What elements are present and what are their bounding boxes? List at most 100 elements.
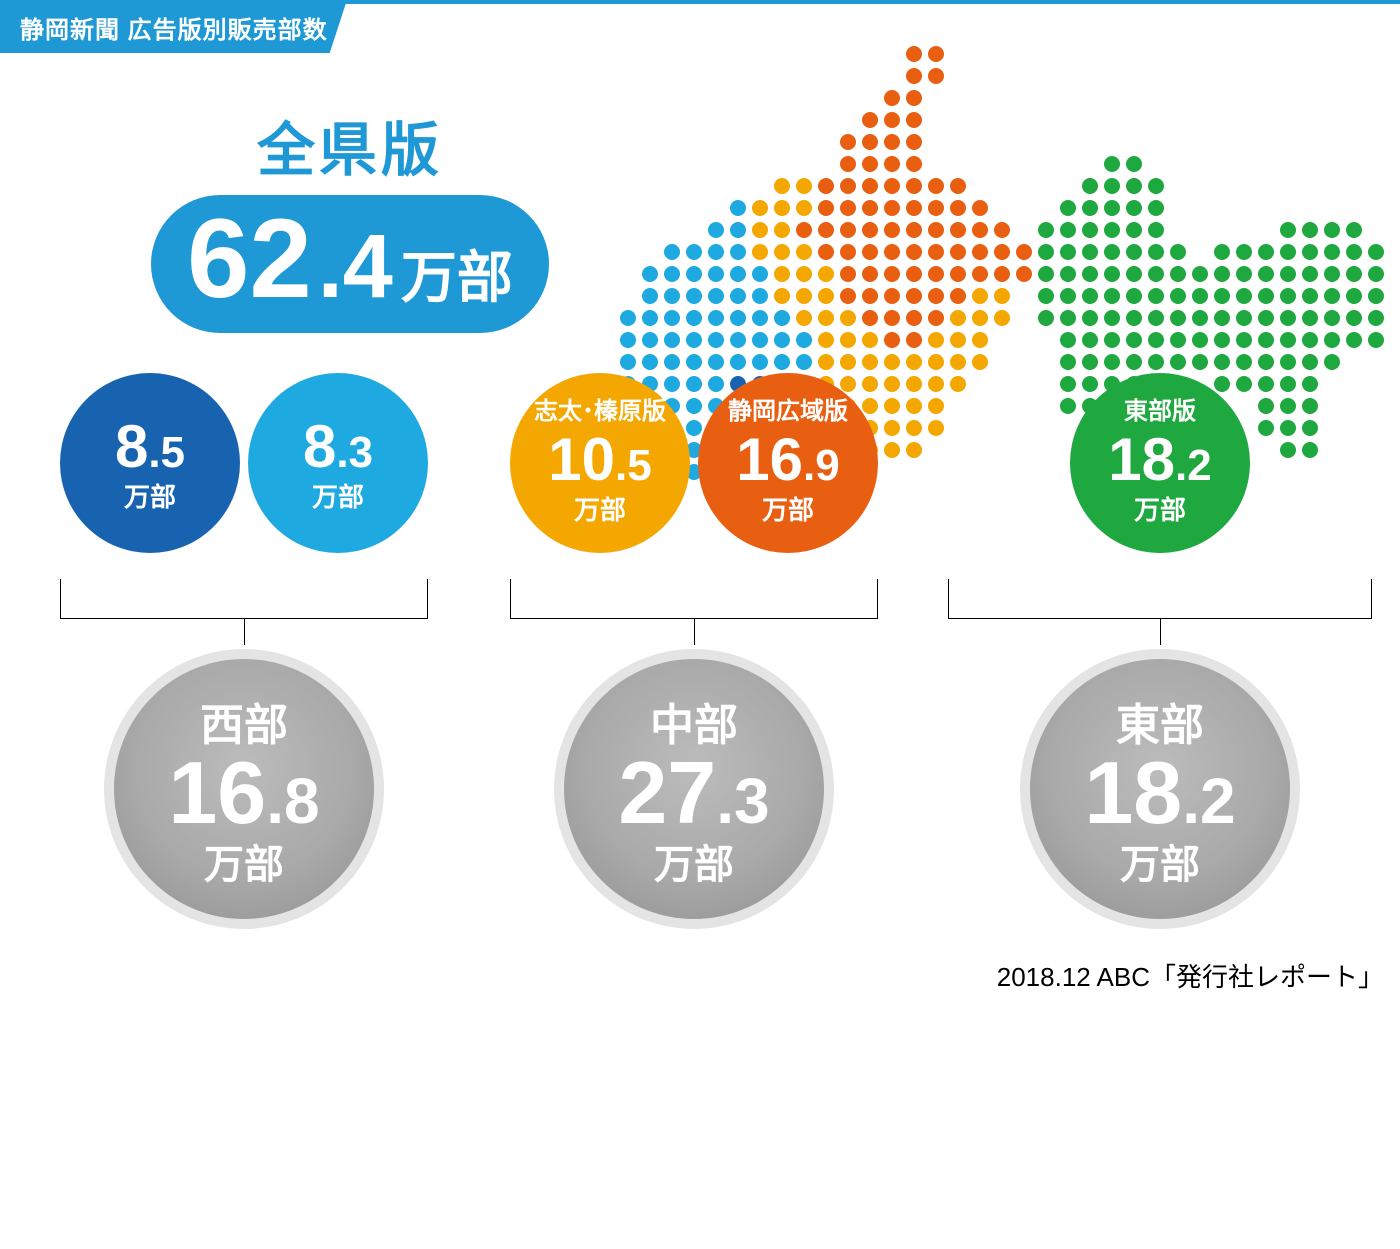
map-dot (818, 200, 834, 216)
map-dot (840, 134, 856, 150)
map-dot (884, 244, 900, 260)
map-dot (1148, 288, 1164, 304)
map-dot (840, 244, 856, 260)
map-dot (664, 288, 680, 304)
map-dot (862, 222, 878, 238)
map-dot (1214, 310, 1230, 326)
map-dot (686, 354, 702, 370)
map-dot (928, 68, 944, 84)
map-dot (1082, 266, 1098, 282)
map-dot (1038, 244, 1054, 260)
map-dot (686, 310, 702, 326)
map-dot (642, 266, 658, 282)
map-dot (708, 332, 724, 348)
map-dot (906, 332, 922, 348)
map-dot (1236, 354, 1252, 370)
bracket-stem (1160, 619, 1161, 645)
map-dot (1368, 288, 1384, 304)
map-dot (818, 266, 834, 282)
big-circle-value: 16.8 (168, 753, 319, 838)
map-dot (1214, 266, 1230, 282)
map-dot (884, 178, 900, 194)
map-dot (1148, 266, 1164, 282)
map-dot (1368, 266, 1384, 282)
map-dot (1104, 354, 1120, 370)
map-dot (840, 222, 856, 238)
map-dot (1346, 332, 1362, 348)
map-dot (862, 332, 878, 348)
map-dot (884, 266, 900, 282)
map-dot (1280, 266, 1296, 282)
map-dot (620, 310, 636, 326)
map-dot (1038, 310, 1054, 326)
map-dot (730, 288, 746, 304)
map-dot (1060, 200, 1076, 216)
map-dot (906, 68, 922, 84)
map-dot (642, 288, 658, 304)
map-dot (1236, 266, 1252, 282)
small-circle-skyblue: 8.3 万部 (248, 373, 428, 553)
map-dot (796, 200, 812, 216)
map-dot (1060, 244, 1076, 260)
map-dot (840, 288, 856, 304)
map-dot (730, 222, 746, 238)
small-circle-unit: 万部 (312, 477, 364, 514)
map-dot (906, 310, 922, 326)
map-dot (928, 332, 944, 348)
map-dot (950, 266, 966, 282)
map-dot (972, 222, 988, 238)
map-dot (906, 266, 922, 282)
map-dot (1192, 310, 1208, 326)
small-circle-label: 東部版 (1124, 399, 1196, 425)
map-dot (994, 288, 1010, 304)
map-dot (774, 354, 790, 370)
map-dot (664, 266, 680, 282)
map-dot (796, 354, 812, 370)
map-dot (708, 288, 724, 304)
map-dot (730, 200, 746, 216)
map-dot (994, 266, 1010, 282)
map-dot (1170, 310, 1186, 326)
map-dot (1280, 354, 1296, 370)
header-badge: 静岡新聞 広告版別販売部数 (0, 4, 346, 53)
map-dot (950, 288, 966, 304)
small-circle-label: 静岡広域版 (728, 399, 848, 425)
map-dot (1082, 310, 1098, 326)
small-circle-value: 8.3 (303, 412, 373, 481)
big-circles-row: 西部 16.8 万部 中部 27.3 万部 東部 18.2 万部 (0, 649, 1400, 949)
map-dot (774, 266, 790, 282)
map-dot (752, 244, 768, 260)
map-dot (1324, 310, 1340, 326)
map-dot (928, 244, 944, 260)
hero-value-int: 62 (187, 203, 312, 315)
map-dot (1104, 156, 1120, 172)
map-dot (862, 200, 878, 216)
map-dot (752, 222, 768, 238)
map-dot (1192, 354, 1208, 370)
map-dot (1258, 244, 1274, 260)
map-dot (1126, 244, 1142, 260)
map-dot (840, 310, 856, 326)
map-dot (1148, 244, 1164, 260)
map-dot (1104, 332, 1120, 348)
map-dot (1302, 266, 1318, 282)
map-dot (1060, 332, 1076, 348)
map-dot (1038, 288, 1054, 304)
map-dot (1346, 244, 1362, 260)
map-dot (708, 266, 724, 282)
map-dot (1060, 310, 1076, 326)
map-dot (1060, 266, 1076, 282)
map-dot (1170, 354, 1186, 370)
map-dot (928, 354, 944, 370)
map-dot (928, 266, 944, 282)
map-dot (1280, 222, 1296, 238)
map-dot (950, 332, 966, 348)
map-dot (862, 288, 878, 304)
map-dot (1280, 310, 1296, 326)
map-dot (994, 222, 1010, 238)
map-dot (1126, 332, 1142, 348)
map-dot (1082, 288, 1098, 304)
map-dot (1016, 244, 1032, 260)
map-dot (906, 288, 922, 304)
map-dot (708, 244, 724, 260)
